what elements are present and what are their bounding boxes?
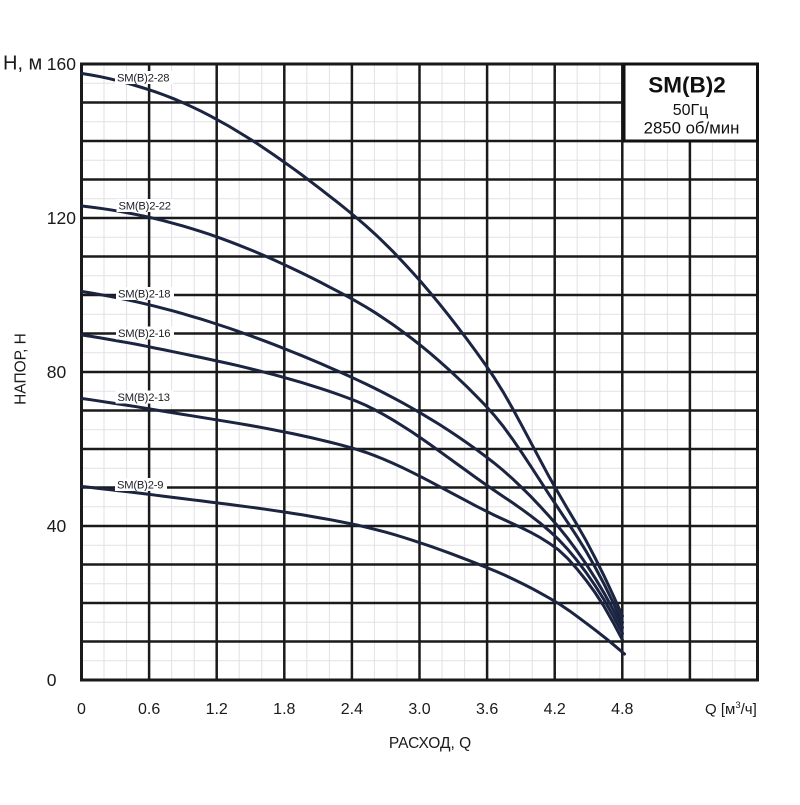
svg-text:Н, м: Н, м [3, 53, 42, 75]
svg-text:SM(B)2: SM(B)2 [648, 73, 726, 98]
svg-text:НАПОР, Н: НАПОР, Н [13, 333, 30, 405]
svg-text:1.2: 1.2 [206, 701, 228, 718]
svg-text:SM(B)2-13: SM(B)2-13 [118, 392, 170, 404]
svg-text:40: 40 [47, 516, 67, 536]
svg-text:3.6: 3.6 [476, 701, 498, 718]
svg-text:4.2: 4.2 [544, 701, 566, 718]
svg-text:SM(B)2-28: SM(B)2-28 [117, 73, 169, 85]
svg-text:3.0: 3.0 [408, 701, 430, 718]
svg-text:120: 120 [47, 208, 76, 228]
svg-text:160: 160 [47, 54, 76, 74]
svg-text:0: 0 [77, 701, 86, 718]
svg-text:0: 0 [47, 670, 57, 690]
svg-text:SM(B)2-22: SM(B)2-22 [119, 201, 171, 213]
svg-text:SM(B)2-16: SM(B)2-16 [118, 328, 170, 340]
svg-text:80: 80 [47, 362, 67, 382]
svg-text:0.6: 0.6 [138, 701, 160, 718]
svg-text:SM(B)2-18: SM(B)2-18 [118, 289, 170, 301]
svg-text:50Гц: 50Гц [673, 102, 709, 119]
svg-text:1.8: 1.8 [273, 701, 295, 718]
svg-text:РАСХОД, Q: РАСХОД, Q [389, 735, 471, 752]
svg-text:SM(B)2-9: SM(B)2-9 [117, 480, 163, 492]
svg-text:Q [м3/ч]: Q [м3/ч] [705, 700, 757, 718]
svg-text:2850 об/мин: 2850 об/мин [644, 119, 740, 138]
svg-text:2.4: 2.4 [341, 701, 363, 718]
svg-text:4.8: 4.8 [611, 701, 633, 718]
